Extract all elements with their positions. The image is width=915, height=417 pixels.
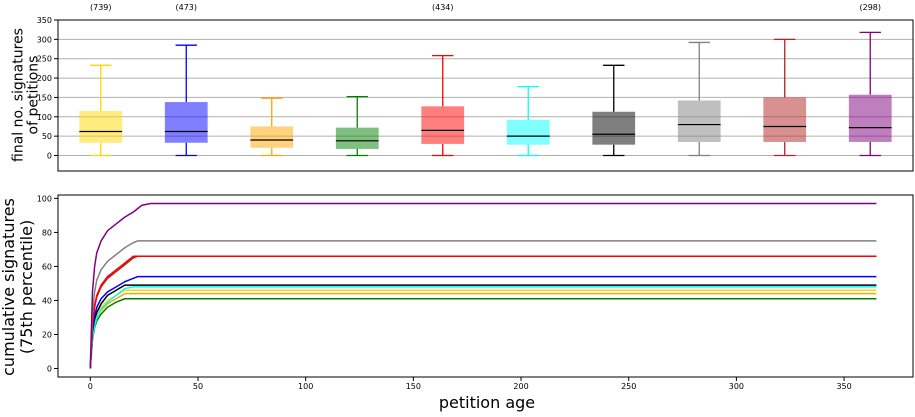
bottom-x-axis-ticks: 0 50 100 150 200 250 300 350 [88,377,852,391]
bottom-y-tick-label: 60 [42,262,52,271]
top-y-tick-label: 200 [37,74,52,83]
series-line-3 [89,289,877,369]
bottom-x-tick-label: 350 [836,382,851,391]
bottom-x-tick-label: 300 [729,382,744,391]
count-label: (434) [432,3,454,12]
box-plot-5 [421,54,465,157]
bottom-x-tick-label: 200 [513,382,528,391]
bottom-y-tick-label: 80 [42,228,52,237]
count-label: (739) [90,3,112,12]
bottom-y-tick-label: 100 [37,194,52,203]
top-y-tick-label: 300 [37,35,52,44]
box-body [592,111,636,145]
top-plot-frame [57,19,914,172]
box-body [677,100,721,142]
top-y-tick-label: 50 [42,132,52,141]
count-labels: (739) (473) (434) (298) [90,3,881,12]
top-y-tick-label: 250 [37,55,52,64]
box-body [848,94,892,142]
box-body [421,106,465,144]
box-body [164,102,208,143]
count-label: (298) [859,3,881,12]
bottom-x-tick-label: 50 [193,382,203,391]
series-line-10 [89,202,877,369]
box-plots [79,31,892,157]
series-line-5 [89,284,877,369]
bottom-y-axis-label: cumulative signatures(75th percentile) [0,198,36,376]
bottom-x-tick-label: 0 [88,382,93,391]
box-body [79,110,123,143]
series-line-4 [89,286,877,369]
box-body [506,119,550,145]
box-plot-2 [164,44,208,157]
count-label: (473) [175,3,197,12]
bottom-x-tick-label: 250 [621,382,636,391]
top-y-tick-label: 150 [37,93,52,102]
box-plot-10 [848,31,892,157]
bottom-y-tick-label: 20 [42,330,52,339]
top-y-tick-label: 350 [37,16,52,25]
top-y-tick-label: 0 [47,152,52,161]
box-plot-1 [79,64,123,157]
box-plot-9 [763,38,807,157]
series-line-2 [89,292,877,369]
bottom-y-axis-ticks: 0 20 40 60 80 100 [37,194,58,373]
top-y-tick-label: 100 [37,113,52,122]
top-y-axis-label: final no. signaturesof petitions [11,28,42,162]
box-body [335,127,379,149]
bottom-y-tick-label: 40 [42,296,52,305]
series-line-1 [89,298,877,369]
top-y-axis-ticks: 0 50 100 150 200 250 300 350 [37,16,58,161]
series-line-7 [89,255,877,369]
box-plot-3 [250,97,294,157]
box-plot-7 [592,64,636,157]
box-body [250,126,294,148]
bottom-x-tick-label: 150 [406,382,421,391]
series-line-8 [89,255,877,369]
bottom-y-tick-label: 0 [47,364,52,373]
bottom-plot-frame [57,194,914,378]
box-body [763,97,807,142]
series-line-6 [89,275,877,369]
box-plot-4 [335,96,379,157]
series-line-9 [89,240,877,369]
box-plot-panel: 0 50 100 150 200 250 300 350 (739) (473) (434) (29… [11,3,914,172]
bottom-x-axis-label: petition age [439,393,535,412]
line-series [89,202,877,369]
bottom-x-tick-label: 100 [298,382,313,391]
box-plot-6 [506,85,550,157]
line-plot-panel: 0 20 40 60 80 100 0 50 100 150 200 250 300 350 cumul… [0,194,914,412]
box-plot-8 [677,41,721,157]
